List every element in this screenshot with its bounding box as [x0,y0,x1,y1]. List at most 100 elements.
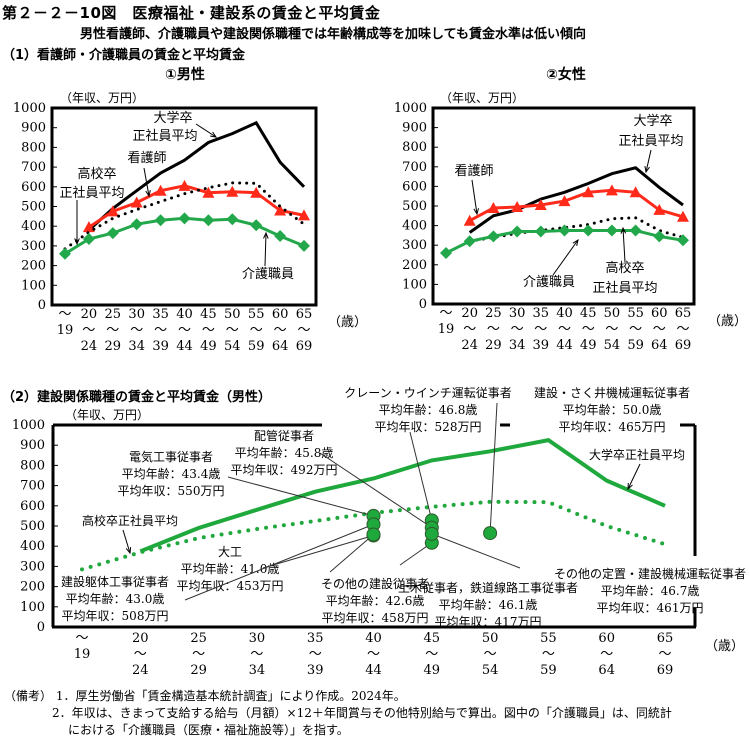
x-tick-label-bottom: 64 [272,339,289,354]
note-1: 1．厚生労働省「賃金構造基本統計調査」により作成。2024年。 [55,689,406,703]
x-tick-label-bottom: 29 [190,663,207,678]
y-tick-label: 1000 [12,418,45,433]
x-tick-label-top: 35 [307,631,324,646]
chart-panel-2 [51,423,697,629]
x-tick-label-top: ～ [58,307,71,322]
x-tick-label-bottom: 44 [176,339,193,354]
nurse-marker [226,185,239,197]
care-marker [653,230,666,243]
occupation-income: 平均年収：461万円 [597,601,704,615]
nurse-marker [511,200,524,212]
x-tick-label-bottom: 59 [627,338,644,353]
x-tick-label-top: 45 [580,306,597,321]
occupation-income: 平均年収：458万円 [322,611,429,625]
care-marker [511,225,524,238]
x-tick-label-bottom: 34 [128,339,145,354]
label-hs: 高校卒正社員平均 [82,513,178,528]
section2-title: （2）建設関係職種の賃金と平均賃金（男性） [2,390,272,405]
nurse-marker [463,214,476,226]
x-tick-label-top: 25 [190,631,207,646]
label-univ: 大学卒正社員平均 [589,447,685,462]
y-axis-title: （年収、万円） [65,408,149,422]
y-tick-label: 0 [419,297,427,312]
arrow-univ [645,149,652,173]
x-tick-label-top: 40 [176,307,193,322]
series-solid-green-line [139,437,666,554]
x-tick-label-bottom: 64 [651,338,668,353]
x-tick-label-top: 25 [105,307,122,322]
x-tick-label-mid: ～ [542,647,555,662]
y-tick-label: 600 [20,499,45,514]
x-tick-label-top: 50 [482,631,499,646]
occupation-income: 平均年収：492万円 [231,463,338,477]
care-marker [605,224,618,237]
x-tick-label-bottom: 64 [598,663,615,678]
x-tick-label-bottom: 24 [132,663,149,678]
x-tick-label-top: 60 [598,631,615,646]
y-tick-label: 700 [21,160,46,175]
care-marker [59,247,71,260]
x-tick-label-top: 20 [461,306,478,321]
x-tick-label-mid: ～ [192,647,205,662]
arrow-nurse-head [145,190,151,198]
x-tick-label-top: 60 [651,306,668,321]
x-tick-label-mid: ～ [653,322,666,337]
occupation-name: その他の建設従事者 [321,576,429,591]
nurse-marker [582,186,595,198]
figure-title: 第２－２－10図 医療福祉・建設系の賃金と平均賃金 [2,4,381,22]
x-tick-label-top: 30 [128,307,145,322]
occupation-age: 平均年齢：46.1歳 [439,597,538,612]
nurse-marker [629,186,642,198]
y-tick-label: 900 [402,121,427,136]
x-tick-label-mid: ～ [309,647,322,662]
x-tick-label-bottom: 24 [461,338,478,353]
care-marker [677,234,689,247]
occupation-income: 平均年収：550万円 [118,484,225,498]
x-tick-label-mid: ～ [106,323,119,338]
female-chart-title: ②女性 [546,67,586,83]
x-tick-label-top: 55 [627,306,644,321]
occupation-age: 平均年齢：43.0歳 [66,591,165,606]
leader-line [431,533,521,569]
x-tick-label-bottom: 34 [509,338,526,353]
label-univ: 大学卒 [153,110,192,126]
chart-panel-0 [50,106,318,307]
series-solid-black-line [468,166,684,234]
y-tick-label: 500 [402,199,427,214]
x-tick-label-bottom: 54 [482,663,499,678]
x-tick-label-bottom: 69 [675,338,692,353]
arrow-care [552,239,579,276]
x-tick-label-bottom: 44 [365,663,382,678]
y-tick-label: 0 [38,298,46,313]
nurse-marker [130,196,143,208]
occupation-dot [424,526,439,541]
occupation-income: 平均年収：417万円 [435,615,542,629]
x-tick-label-mid: ～ [558,322,571,337]
care-marker [629,224,642,237]
care-marker [463,235,476,248]
arrow-nurse-head [473,208,479,216]
arrow-hs-head [125,546,132,555]
x-tick-label-mid: ～ [605,322,618,337]
y-tick-label: 1000 [394,101,427,116]
label-hs-2: 正社員平均 [59,185,124,201]
y-tick-label: 400 [21,219,46,234]
arrow-care-head [263,231,269,239]
series-dotted-black-line [63,181,306,251]
x-tick-label-mid: ～ [297,323,310,338]
occupation-income: 平均年収：453万円 [177,579,284,593]
x-tick-label-top: 45 [200,307,217,322]
y-tick-label: 500 [21,200,46,215]
occupation-income: 平均年収：465万円 [559,420,666,434]
x-tick-label-mid: 19 [74,647,91,662]
x-tick-label-top: 55 [540,631,557,646]
occupation-income: 平均年収：508万円 [62,609,169,623]
care-marker [106,227,119,240]
y-tick-label: 900 [21,121,46,136]
occupation-dot [483,526,498,541]
x-tick-label-top: 35 [533,306,550,321]
occupation-age: 平均年齢：42.6歳 [326,593,425,608]
x-tick-label-top: 45 [424,631,441,646]
occupation-name: 電気工事従事者 [129,449,213,464]
